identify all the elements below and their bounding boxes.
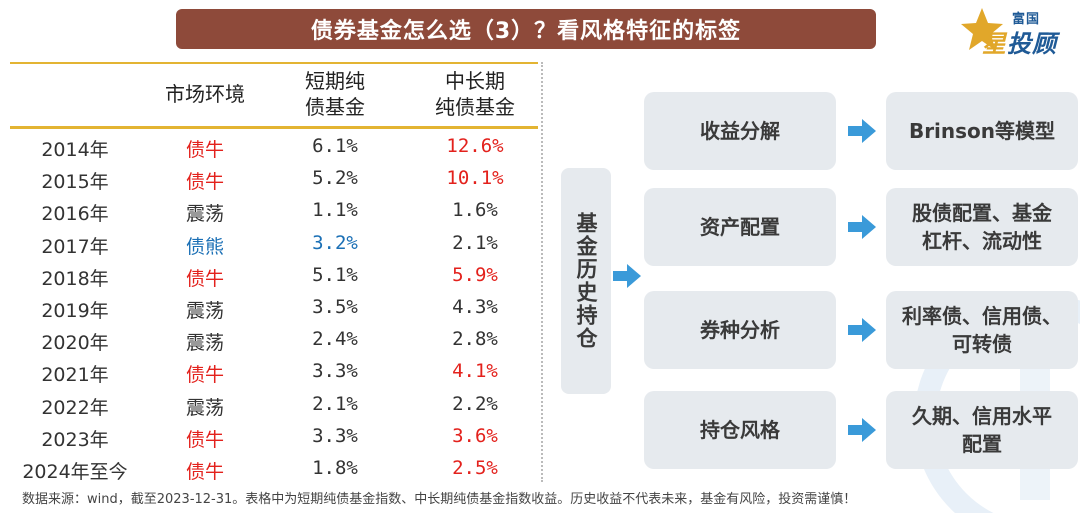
table-row: 2020年 震荡 2.4% 2.8% [10,324,538,356]
long-return-cell: 2.2% [452,392,498,415]
method-label: 收益分解 [700,119,780,143]
long-return-cell: 2.8% [452,328,498,351]
env-cell: 震荡 [185,203,224,226]
star-icon [961,8,1003,50]
year-cell: 2024年至今 [22,461,128,483]
table-row: 2021年 债牛 3.3% 4.1% [10,356,538,388]
table-row: 2022年 震荡 2.1% 2.2% [10,389,538,421]
env-cell: 债牛 [185,428,224,451]
year-cell: 2020年 [41,332,109,355]
year-cell: 2022年 [41,396,109,419]
year-cell: 2016年 [41,203,109,226]
arrow-right-icon [848,119,876,143]
short-return-cell: 5.2% [312,167,358,190]
result-label: 股债配置、基金 [912,201,1052,225]
long-return-cell: 4.1% [452,360,498,383]
long-return-cell: 3.6% [452,424,498,447]
arrow-right-icon [848,418,876,442]
result-box: 利率债、信用债、 可转债 [886,291,1078,369]
env-cell: 债牛 [185,267,224,290]
logo-brand-char: 星 [982,30,1007,58]
root-arrow-icon [613,264,641,288]
table-row: 2024年至今 债牛 1.8% 2.5% [10,453,538,485]
result-box: 股债配置、基金 杠杆、流动性 [886,188,1078,266]
method-label: 券种分析 [700,318,780,342]
env-cell: 债牛 [185,139,224,161]
result-label: 利率债、信用债、 [902,304,1062,328]
logo: 富国 星投顾 [960,4,1072,59]
method-box: 持仓风格 [644,391,836,469]
short-return-cell: 3.2% [312,231,358,254]
header-short-line1: 短期纯 [305,69,365,93]
page-title: 债券基金怎么选（3）？看风格特征的标签 [176,9,876,49]
short-return-cell: 6.1% [312,135,358,157]
year-cell: 2019年 [41,300,109,322]
table-top-rule [10,62,538,64]
footnote: 数据来源：wind，截至2023-12-31。表格中为短期纯债基金指数、中长期纯… [22,492,857,507]
result-box: Brinson等模型 [886,92,1078,170]
year-cell: 2014年 [41,139,109,161]
table-row: 2017年 债熊 3.2% 2.1% [10,228,538,260]
year-cell: 2018年 [41,267,109,290]
method-box: 资产配置 [644,188,836,266]
env-cell: 债牛 [185,364,224,387]
table-row: 2014年 债牛 6.1% 12.6% [10,131,538,163]
short-return-cell: 3.3% [312,424,358,447]
arrow-right-icon [848,215,876,239]
env-cell: 债熊 [185,235,224,258]
short-return-cell: 5.1% [312,263,358,286]
header-long: 中长期 纯债基金 [405,68,545,120]
method-box: 收益分解 [644,92,836,170]
env-cell: 债牛 [185,461,224,483]
result-label: 可转债 [952,332,1012,356]
result-label: 久期、信用水平 [912,404,1052,428]
header-short-line2: 债基金 [305,95,365,119]
env-cell: 震荡 [185,300,224,322]
method-box: 券种分析 [644,291,836,369]
table-row: 2016年 震荡 1.1% 1.6% [10,195,538,227]
year-cell: 2023年 [41,428,109,451]
long-return-cell: 2.1% [452,231,498,254]
short-return-cell: 2.4% [312,328,358,351]
short-return-cell: 1.8% [312,457,358,479]
logo-brand: 星投顾 [982,24,1057,59]
result-label: 杠杆、流动性 [922,229,1042,253]
root-box: 基金历史持仓 [561,168,611,394]
table-row: 2023年 债牛 3.3% 3.6% [10,421,538,453]
method-label: 持仓风格 [700,418,780,442]
result-box: 久期、信用水平 配置 [886,391,1078,469]
short-return-cell: 1.1% [312,199,358,222]
header-long-line2: 纯债基金 [435,95,515,119]
long-return-cell: 12.6% [446,135,504,157]
env-cell: 震荡 [185,396,224,419]
header-short: 短期纯 债基金 [280,68,390,120]
root-label: 基金历史持仓 [574,212,598,350]
table-row: 2018年 债牛 5.1% 5.9% [10,260,538,292]
year-cell: 2021年 [41,364,109,387]
short-return-cell: 3.3% [312,360,358,383]
short-return-cell: 3.5% [312,296,358,318]
table-row: 2019年 震荡 3.5% 4.3% [10,292,538,324]
table-header-rule [10,126,538,129]
env-cell: 震荡 [185,332,224,355]
result-label: Brinson等模型 [908,119,1056,143]
logo-brand-rest: 投顾 [1007,30,1057,58]
long-return-cell: 4.3% [452,296,498,318]
env-cell: 债牛 [185,171,224,194]
result-label: 配置 [962,432,1002,456]
header-long-line1: 中长期 [445,69,505,93]
header-env: 市场环境 [165,82,245,106]
year-cell: 2015年 [41,171,109,194]
logo-top-text: 富国 [1012,12,1041,27]
long-return-cell: 10.1% [446,167,504,190]
method-label: 资产配置 [700,215,780,239]
short-return-cell: 2.1% [312,392,358,415]
long-return-cell: 1.6% [452,199,498,222]
year-cell: 2017年 [41,235,109,258]
divider [541,62,543,482]
long-return-cell: 5.9% [452,263,498,286]
arrow-right-icon [848,318,876,342]
table-row: 2015年 债牛 5.2% 10.1% [10,163,538,195]
long-return-cell: 2.5% [452,457,498,479]
